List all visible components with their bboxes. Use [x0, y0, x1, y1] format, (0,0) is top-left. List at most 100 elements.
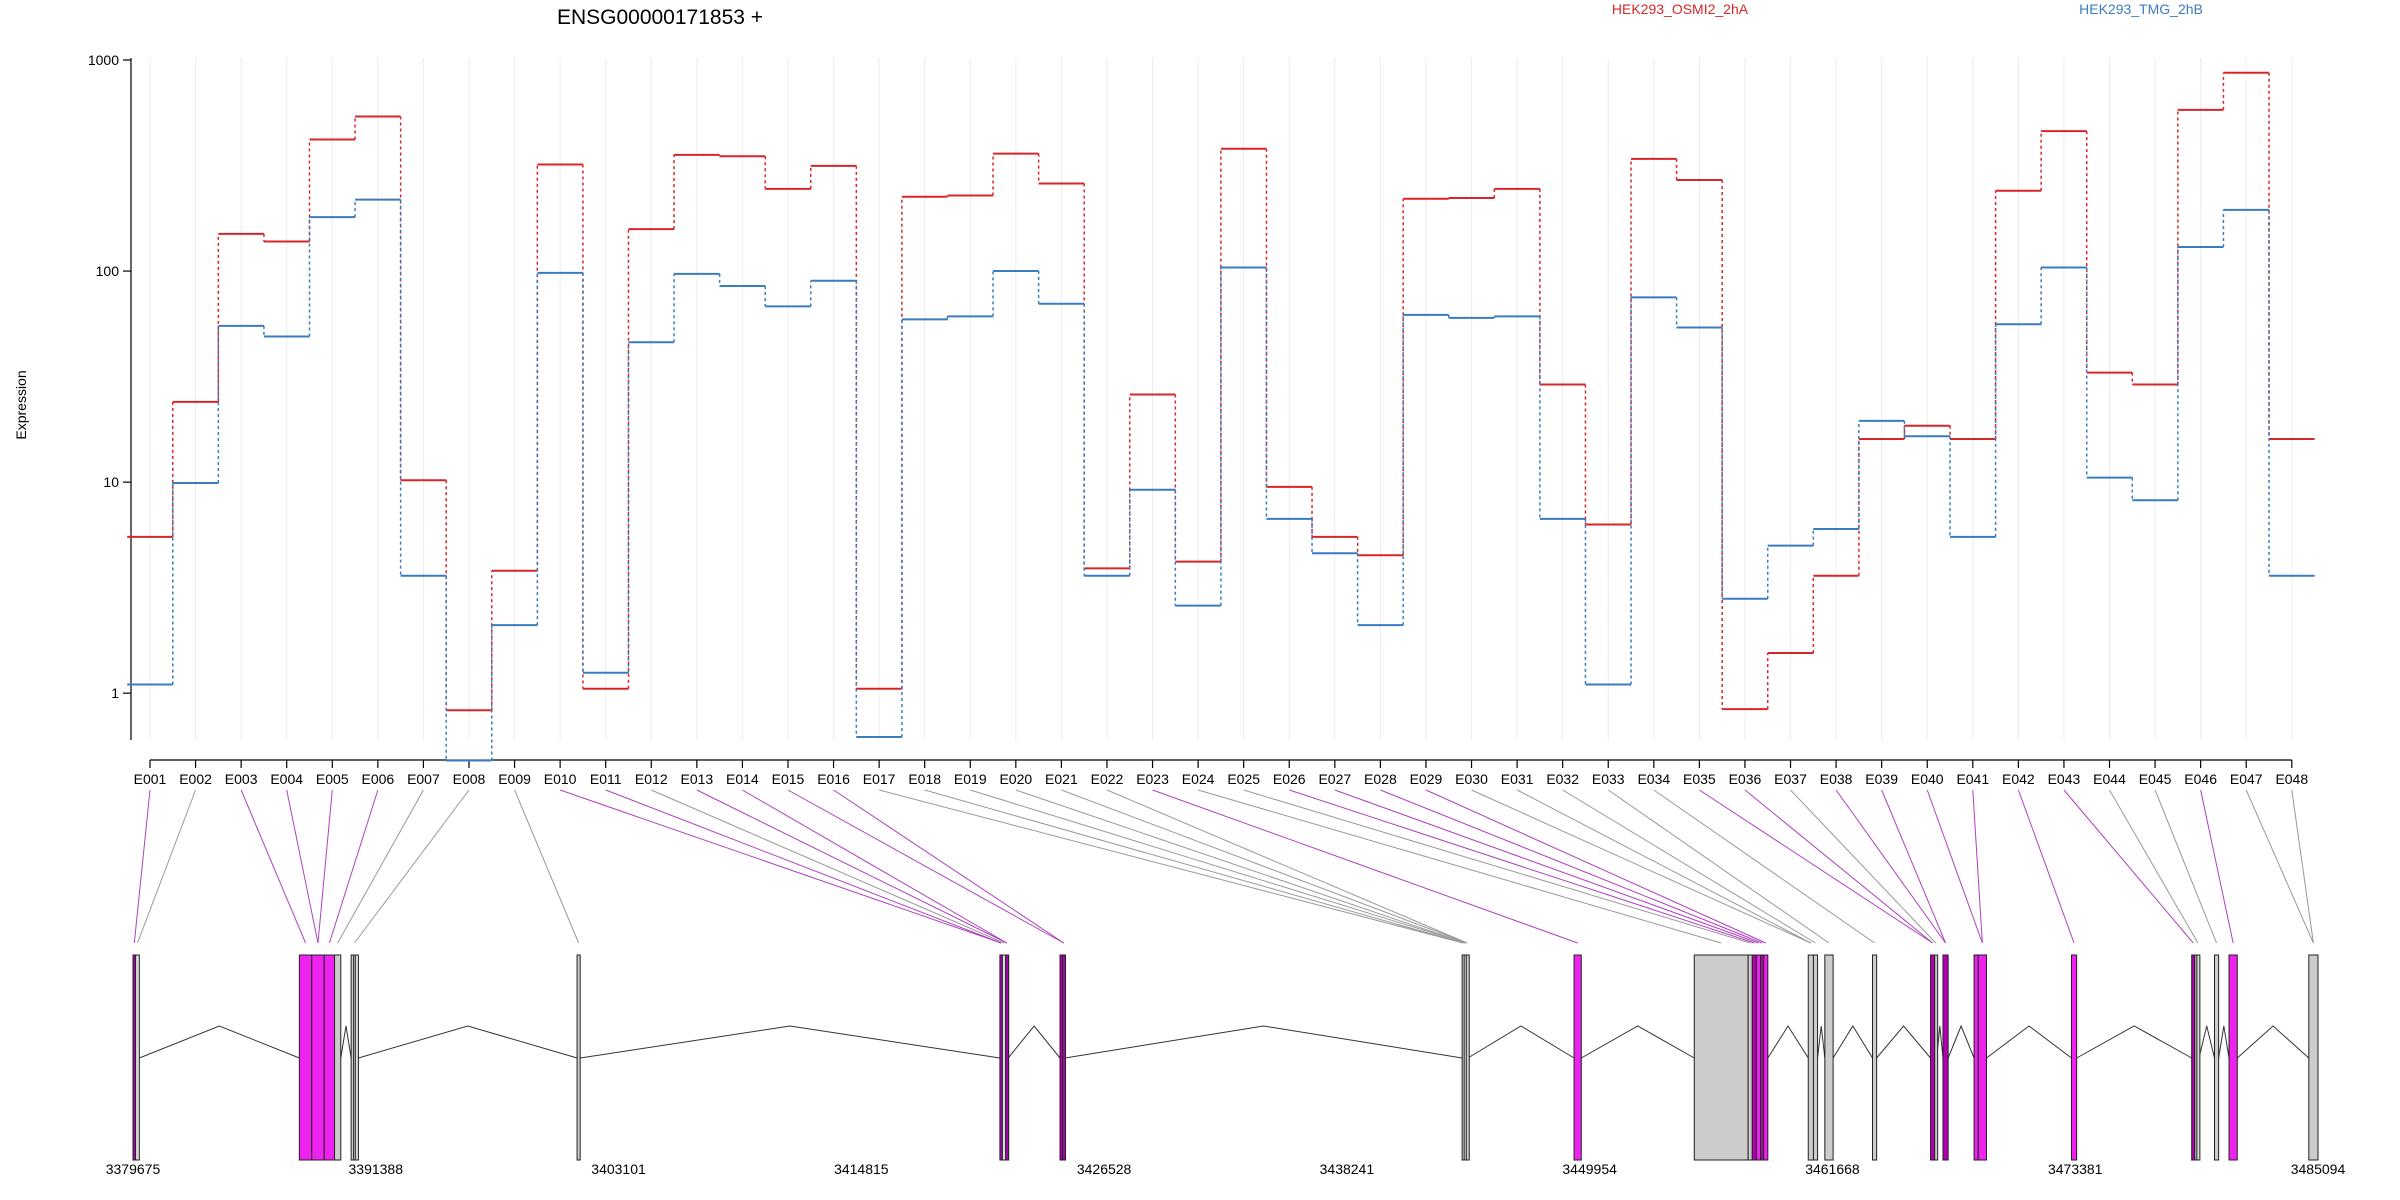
intron-line [1007, 1025, 1061, 1059]
intron-line [340, 1025, 352, 1059]
x-tick-label: E035 [1683, 771, 1716, 787]
genomic-axis: 3379675 3391388 3403101 3414815 3426528 34382… [106, 1161, 2346, 1177]
exon-connector [1516, 789, 1812, 944]
exon-box [135, 954, 140, 1161]
exon-connector [970, 789, 1466, 944]
x-tick-label: E048 [2275, 771, 2308, 787]
intron-line [1832, 1025, 1873, 1059]
exon-connector [1152, 789, 1578, 944]
x-tick-label: E034 [1637, 771, 1670, 787]
chart-title: ENSG00000171853 + [557, 6, 763, 29]
exon-box [1942, 954, 1949, 1161]
genomic-tick-label: 3438241 [1320, 1161, 1375, 1177]
genomic-tick-label: 3414815 [834, 1161, 889, 1177]
x-tick-label: E032 [1546, 771, 1579, 787]
x-tick-label: E003 [225, 771, 258, 787]
exon-connector [1607, 789, 1830, 944]
exon-box [1824, 954, 1834, 1161]
exon-connector [2291, 789, 2314, 944]
exon-box [1812, 954, 1819, 1161]
exon-box [1930, 954, 1936, 1161]
x-tick-label: E027 [1318, 771, 1351, 787]
x-tick-label: E007 [407, 771, 440, 787]
intron-line [2218, 1025, 2230, 1059]
exon-connector [514, 789, 580, 944]
exon-connector [742, 789, 1008, 944]
exon-box [1871, 954, 1878, 1161]
genomic-tick-label: 3379675 [106, 1161, 161, 1177]
x-tick-label: E002 [179, 771, 212, 787]
exon-box [2070, 954, 2078, 1161]
exon-connector [133, 789, 151, 944]
x-tick-label: E022 [1091, 771, 1124, 787]
exon-box [2213, 954, 2220, 1161]
exon-connector [1926, 789, 1983, 944]
exon-connector [1380, 789, 1763, 944]
y-axis-label: Expression [13, 370, 29, 439]
exon-box [1934, 954, 1939, 1161]
exon-connector [1699, 789, 1933, 944]
intron-line [139, 1025, 300, 1059]
x-tick-label: E006 [361, 771, 394, 787]
exon-box [311, 954, 325, 1161]
genomic-tick-label: 3473381 [2048, 1161, 2103, 1177]
exon-box [354, 954, 359, 1161]
intron-line [2198, 1025, 2215, 1059]
exon-connector [2109, 789, 2199, 944]
intron-line [1467, 1025, 1575, 1059]
y-tick-label: 100 [96, 263, 120, 279]
genomic-tick-label: 3403101 [591, 1161, 646, 1177]
exon-box [1807, 954, 1814, 1161]
genomic-tick-label: 3485094 [2291, 1161, 2346, 1177]
x-tick-label: E041 [1956, 771, 1989, 787]
exon-box [1977, 954, 1987, 1161]
x-tick-label: E030 [1455, 771, 1488, 787]
exon-track [132, 954, 2319, 1161]
exon-box [323, 954, 336, 1161]
x-tick-label: E039 [1865, 771, 1898, 787]
x-tick-label: E026 [1273, 771, 1306, 787]
x-tick-label: E045 [2139, 771, 2172, 787]
legend-series-2: HEK293_TMG_2hB [2079, 1, 2203, 17]
y-tick-label: 10 [103, 474, 119, 490]
exon-connector [337, 789, 424, 944]
intron-line [1947, 1024, 1975, 1059]
x-tick-label: E017 [863, 771, 896, 787]
exon-connector [328, 789, 379, 944]
exon-connector [787, 789, 1064, 944]
intron-line [2076, 1025, 2192, 1059]
x-tick-label: E011 [590, 771, 622, 787]
x-tick-label: E037 [1774, 771, 1807, 787]
intron-line [1986, 1025, 2072, 1059]
x-tick-label: E005 [316, 771, 349, 787]
exon-box [1755, 954, 1762, 1161]
x-tick-label: E004 [270, 771, 303, 787]
x-tick-label: E044 [2093, 771, 2126, 787]
x-tick-label: E043 [2048, 771, 2081, 787]
exon-box [1693, 954, 1749, 1161]
x-tick-label: E001 [134, 771, 167, 787]
exon-connectors [133, 789, 2314, 944]
exon-connector [1289, 789, 1755, 944]
genomic-tick-label: 3426528 [1077, 1161, 1132, 1177]
exon-connector [1015, 789, 1466, 944]
genomic-tick-label: 3391388 [349, 1161, 404, 1177]
exon-connector [605, 789, 1002, 944]
exon-connector [2154, 789, 2218, 944]
y-axis: 1 10 100 1000 [88, 52, 132, 740]
vertical-grid [149, 58, 2293, 740]
x-tick-label: E047 [2230, 771, 2263, 787]
exon-box [576, 954, 581, 1161]
exon-connector [317, 789, 333, 944]
exon-connector [1972, 789, 1983, 944]
intron-line [1817, 1025, 1826, 1059]
intron-line [580, 1025, 1000, 1059]
exon-connector [833, 789, 1065, 944]
exon-connector [286, 789, 319, 944]
x-tick-label: E031 [1501, 771, 1534, 787]
x-tick-label: E040 [1911, 771, 1944, 787]
legend-series-1: HEK293_OSMI2_2hA [1612, 1, 1749, 17]
exon-connector [1881, 789, 1947, 944]
exon-connector [240, 789, 307, 944]
